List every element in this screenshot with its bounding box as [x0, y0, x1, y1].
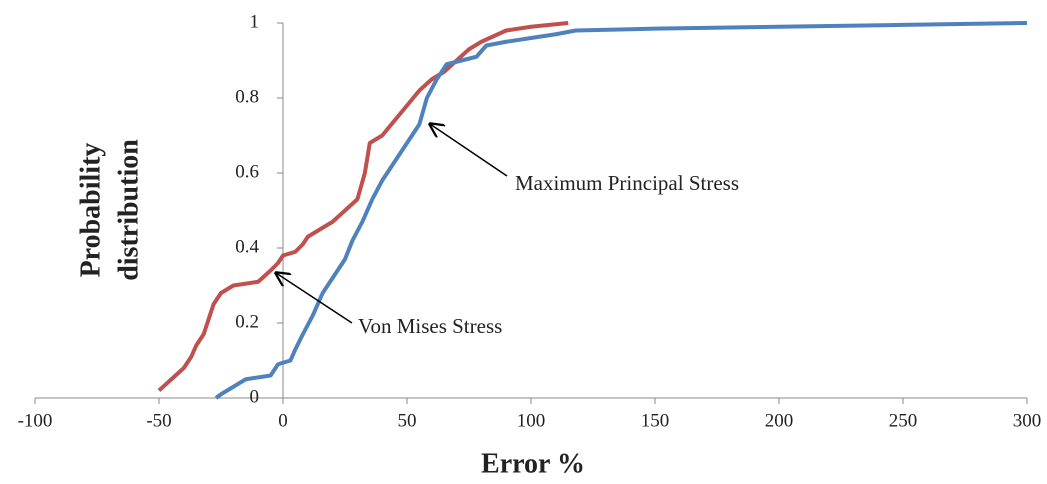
x-tick-label: -50	[146, 410, 171, 431]
x-axis-title: Error %	[481, 448, 585, 479]
x-tick-label: 300	[1013, 410, 1042, 431]
y-tick-label: 0.4	[235, 236, 259, 257]
y-tick-label: 0.2	[235, 311, 259, 332]
x-tick-label: 200	[765, 410, 794, 431]
annotation-arrow	[276, 273, 353, 324]
y-axis-title: distribution	[113, 139, 144, 281]
data-line	[214, 21, 1028, 400]
x-tick-label: 150	[641, 410, 670, 431]
x-tick-label: 100	[517, 410, 546, 431]
y-tick-label: 0.6	[235, 161, 259, 182]
annotation: Von Mises Stress	[358, 314, 502, 338]
annotation-arrow	[430, 124, 508, 177]
y-tick-label: 0	[250, 386, 260, 407]
x-tick-label: -100	[18, 410, 53, 431]
y-axis-title: Probability	[75, 143, 106, 278]
x-tick-label: 250	[889, 410, 918, 431]
x-tick-label: 50	[398, 410, 417, 431]
x-tick-label: 0	[278, 410, 288, 431]
data-line	[157, 21, 569, 392]
y-tick-label: 0.8	[235, 86, 259, 107]
annotation: Maximum Principal Stress	[515, 171, 739, 195]
y-tick-label: 1	[250, 11, 260, 32]
